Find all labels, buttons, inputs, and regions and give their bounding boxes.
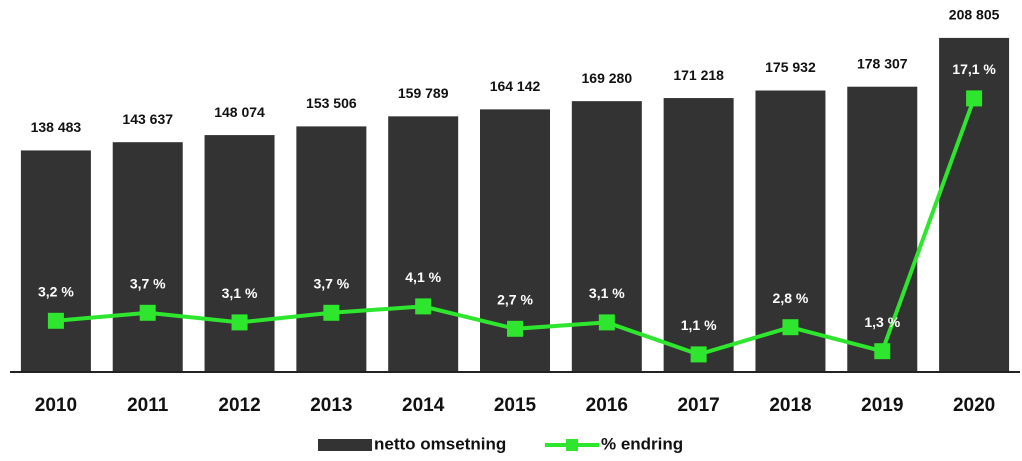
bar-value-label: 159 789	[398, 85, 449, 101]
line-marker	[874, 343, 891, 360]
bar	[296, 126, 367, 372]
line-marker	[323, 304, 340, 321]
line-marker	[415, 298, 432, 315]
bar-value-label: 208 805	[949, 7, 1000, 23]
line-value-label: 4,1 %	[405, 269, 441, 285]
line-marker	[598, 314, 615, 331]
legend-label: netto omsetning	[374, 434, 506, 453]
line-value-label: 1,1 %	[681, 317, 717, 333]
legend-label: % endring	[601, 434, 683, 453]
bar	[663, 98, 734, 372]
line-value-label: 3,7 %	[130, 276, 166, 292]
line-value-label: 3,2 %	[38, 284, 74, 300]
bar-value-label: 169 280	[582, 70, 633, 86]
line-value-label: 2,7 %	[497, 292, 533, 308]
bar-value-label: 164 142	[490, 78, 541, 94]
bar-value-label: 143 637	[122, 111, 173, 127]
bar-value-label: 138 483	[31, 119, 82, 135]
line-marker	[782, 319, 799, 336]
x-tick-label: 2011	[127, 395, 169, 416]
line-value-label: 3,1 %	[589, 285, 625, 301]
line-value-label: 1,3 %	[864, 314, 900, 330]
x-tick-label: 2019	[861, 395, 903, 416]
bar-value-label: 175 932	[765, 59, 816, 75]
bar-value-label: 153 506	[306, 95, 357, 111]
x-tick-label: 2016	[586, 395, 628, 416]
line-value-label: 3,1 %	[222, 285, 258, 301]
bar	[939, 37, 1010, 373]
line-value-label: 3,7 %	[313, 276, 349, 292]
x-tick-label: 2015	[494, 395, 537, 416]
x-tick-label: 2020	[953, 395, 995, 416]
x-tick-label: 2010	[35, 395, 77, 416]
line-marker	[231, 314, 248, 331]
bar-value-label: 171 218	[673, 67, 724, 83]
line-marker	[139, 304, 156, 321]
x-tick-label: 2013	[310, 395, 352, 416]
line-marker	[47, 312, 64, 329]
line-value-label: 17,1 %	[952, 61, 996, 77]
x-tick-label: 2014	[402, 395, 445, 416]
bar	[204, 135, 275, 372]
line-marker	[507, 320, 523, 337]
bar-value-label: 178 307	[857, 55, 908, 71]
line-value-label: 2,8 %	[773, 290, 809, 306]
bar	[20, 150, 91, 372]
bar	[847, 86, 918, 372]
line-marker	[966, 90, 983, 107]
bar	[388, 116, 459, 372]
line-marker	[690, 346, 707, 363]
x-tick-label: 2017	[677, 395, 719, 416]
bar-value-label: 148 074	[214, 104, 265, 120]
x-tick-label: 2018	[769, 395, 811, 416]
legend-swatch-marker	[566, 439, 578, 451]
x-tick-label: 2012	[218, 395, 260, 416]
legend-swatch	[318, 439, 372, 451]
bar	[112, 142, 183, 372]
